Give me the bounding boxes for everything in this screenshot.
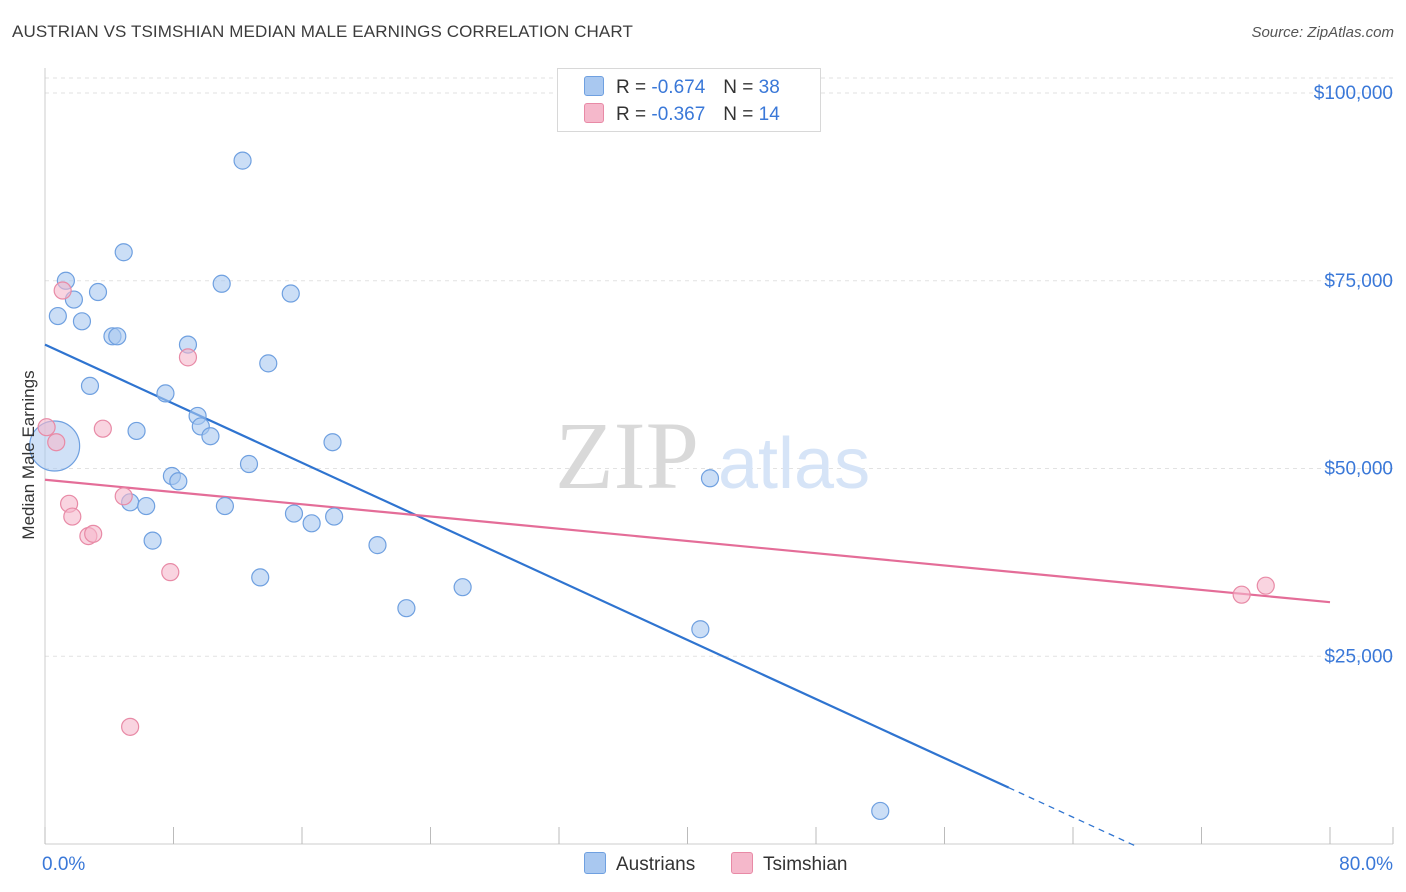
austrians-point xyxy=(108,327,127,346)
bottom-legend-label: Tsimshian xyxy=(763,854,848,875)
tsimshian-point xyxy=(53,281,72,300)
legend-n-label: N = xyxy=(723,104,754,125)
austrians-point xyxy=(251,568,270,587)
austrians-point xyxy=(281,284,300,303)
austrians-point xyxy=(302,514,321,533)
source-label: Source: ZipAtlas.com xyxy=(1251,24,1394,41)
austrians-trend-extension xyxy=(1008,787,1138,848)
tsimshian-point xyxy=(37,418,56,437)
austrians-point xyxy=(368,536,387,555)
tsimshian-point xyxy=(114,487,133,506)
austrians-point xyxy=(137,496,156,516)
austrians-point xyxy=(215,496,234,516)
bottom-legend-austrians: Austrians xyxy=(584,852,695,876)
legend-n-value: 14 xyxy=(758,104,780,125)
y-tick-label: $100,000 xyxy=(1314,83,1393,104)
tsimshian-point xyxy=(63,507,82,526)
austrians-point xyxy=(239,454,259,474)
legend-r-label: R = xyxy=(616,104,647,125)
austrians-point xyxy=(156,384,175,403)
austrians-point xyxy=(700,469,720,488)
austrians-point xyxy=(325,507,344,526)
austrians-point xyxy=(72,312,92,331)
legend-n-value: 38 xyxy=(758,77,780,98)
austrians-point xyxy=(114,243,133,262)
tsimshian-point xyxy=(121,717,140,736)
tsimshian-point xyxy=(93,419,112,438)
correlation-legend: R = -0.674 N = 38 R = -0.367 N = 14 xyxy=(557,68,821,132)
tsimshian-point xyxy=(84,524,103,543)
legend-n-label: N = xyxy=(723,77,754,98)
austrians-point xyxy=(169,472,188,491)
tsimshian-point xyxy=(161,563,180,582)
austrians-point xyxy=(48,306,67,326)
austrians-point xyxy=(397,599,416,618)
legend-r-label: R = xyxy=(616,77,647,98)
watermark-zip: ZIP xyxy=(555,402,699,509)
austrians-point xyxy=(127,421,146,441)
tsimshian-trend-line xyxy=(44,478,1331,604)
data-points xyxy=(29,151,1275,821)
austrians-point xyxy=(691,620,710,639)
austrians-point xyxy=(233,151,252,170)
legend-r-value: -0.674 xyxy=(651,77,706,98)
tsimshian-point xyxy=(47,433,66,452)
legend-row-austrians: R = -0.674 N = 38 xyxy=(584,76,780,99)
tsimshian-swatch-icon xyxy=(584,103,604,123)
tsimshian-point xyxy=(178,348,198,367)
y-tick-label: $75,000 xyxy=(1324,271,1393,292)
austrians-point xyxy=(143,531,162,550)
y-axis-title: Median Male Earnings xyxy=(19,370,38,539)
austrians-swatch-icon xyxy=(584,76,604,96)
austrians-point xyxy=(323,433,342,452)
bottom-legend-tsimshian: Tsimshian xyxy=(731,852,847,876)
austrians-point xyxy=(80,376,100,396)
austrians-point xyxy=(259,354,278,373)
austrians-point xyxy=(88,282,108,302)
y-tick-label: $25,000 xyxy=(1324,646,1393,667)
austrians-point xyxy=(212,274,231,293)
x-tick-label: 80.0% xyxy=(1339,854,1393,875)
axis-labels: $25,000 $50,000 $75,000 $100,000 0.0% 80.0% xyxy=(42,83,1393,875)
legend-row-tsimshian: R = -0.367 N = 14 xyxy=(584,103,780,126)
x-tick-label: 0.0% xyxy=(42,854,85,875)
legend-r-value: -0.367 xyxy=(651,104,706,125)
austrians-point xyxy=(871,801,890,821)
chart-title: AUSTRIAN VS TSIMSHIAN MEDIAN MALE EARNIN… xyxy=(12,22,633,41)
tsimshian-point xyxy=(1256,576,1275,595)
austrians-legend-icon xyxy=(584,852,606,874)
bottom-legend-label: Austrians xyxy=(616,854,696,875)
tsimshian-legend-icon xyxy=(731,852,753,874)
tsimshian-point xyxy=(1232,585,1251,604)
austrians-trend-line xyxy=(44,343,1010,789)
austrians-point xyxy=(201,427,220,446)
y-tick-label: $50,000 xyxy=(1324,459,1393,480)
austrians-point xyxy=(284,504,304,523)
austrians-point xyxy=(453,578,472,597)
watermark-atlas: atlas xyxy=(718,424,870,504)
